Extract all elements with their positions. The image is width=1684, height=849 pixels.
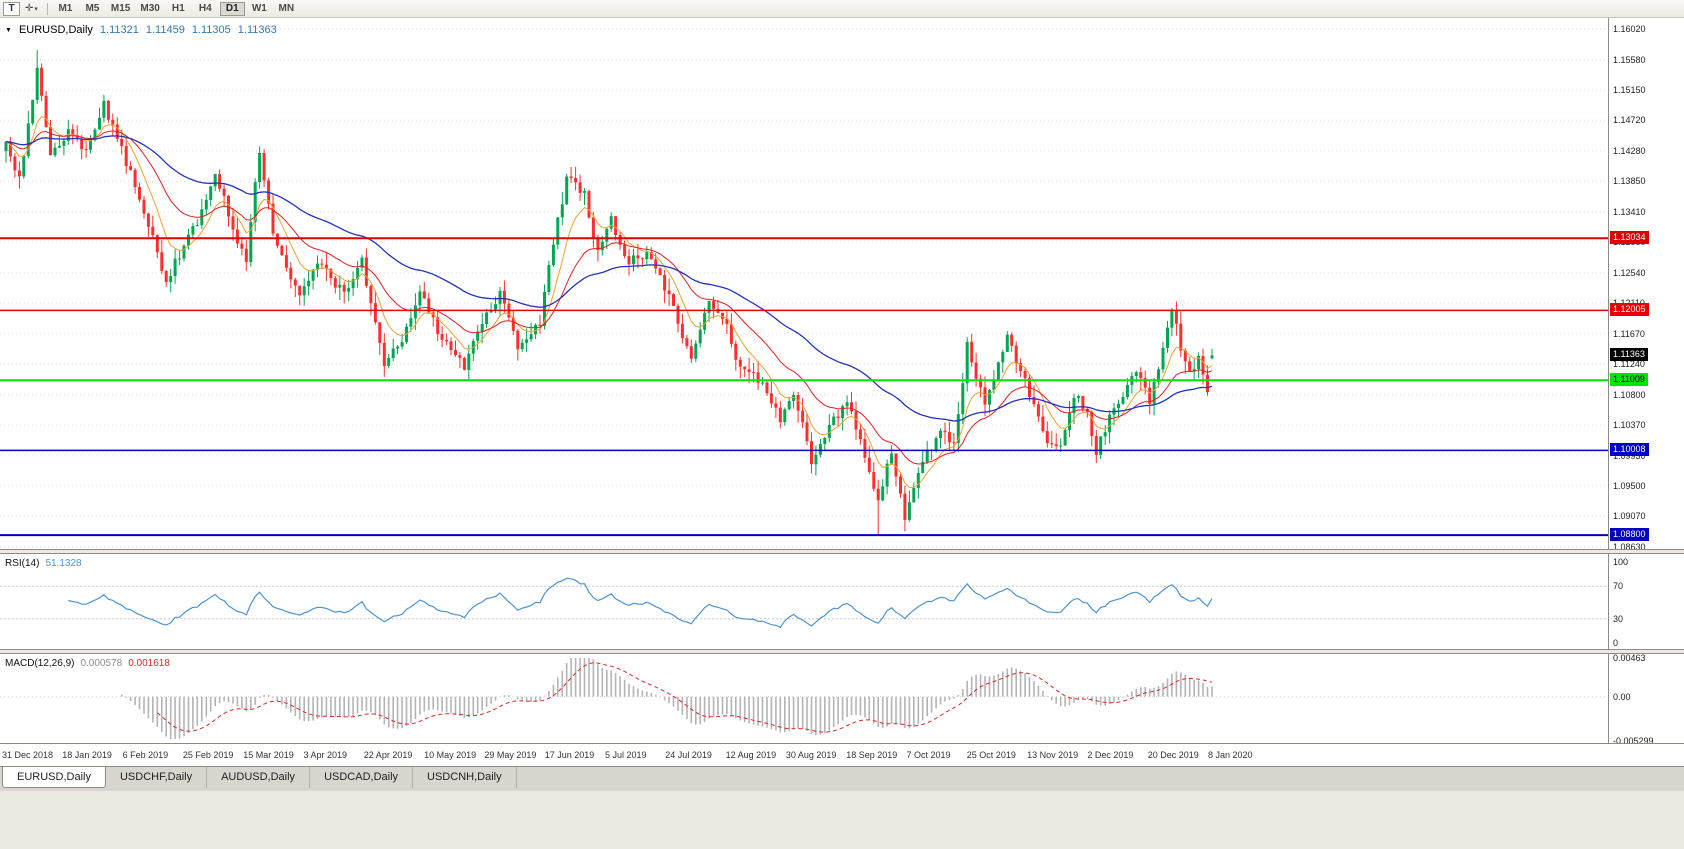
rsi-axis-label: 0 — [1613, 638, 1619, 648]
timeframe-button-m30[interactable]: M30 — [140, 3, 160, 14]
macd-axis-label: 0.00463 — [1613, 653, 1646, 663]
ohlc-high: 1.11459 — [145, 24, 185, 36]
cursor-tool-button[interactable]: ✛ ▾ — [22, 2, 41, 16]
date-axis-label: 6 Feb 2019 — [122, 750, 169, 760]
date-axis-label: 7 Oct 2019 — [906, 750, 951, 760]
price-axis-label: 1.11670 — [1613, 328, 1645, 339]
date-axis-label: 22 Apr 2019 — [363, 750, 413, 760]
hline-price-label: 1.13034 — [1610, 231, 1649, 245]
date-axis-label: 12 Aug 2019 — [725, 750, 777, 760]
date-axis-label: 5 Jul 2019 — [605, 750, 647, 760]
date-axis-label: 15 Mar 2019 — [243, 750, 294, 760]
panel-divider[interactable] — [0, 650, 1684, 653]
timeframe-button-d1[interactable]: D1 — [219, 1, 245, 16]
macd-main-value: 0.000578 — [80, 658, 123, 669]
date-axis-label: 24 Jul 2019 — [665, 750, 712, 760]
hline-price-label: 1.12005 — [1610, 303, 1649, 317]
price-axis-label: 1.10800 — [1613, 389, 1646, 400]
price-axis-label: 1.15580 — [1613, 54, 1646, 65]
date-axis-label: 18 Jan 2019 — [62, 750, 112, 760]
date-axis-label: 31 Dec 2018 — [2, 750, 54, 760]
price-axis-label: 1.15150 — [1613, 84, 1646, 95]
macd-canvas[interactable] — [0, 654, 1608, 744]
date-axis-label: 2 Dec 2019 — [1087, 750, 1134, 760]
hline-price-label: 1.11009 — [1610, 373, 1648, 387]
price-axis-label: 1.14720 — [1613, 115, 1646, 126]
timeframe-button-m5[interactable]: M5 — [85, 3, 100, 14]
hline-price-label: 1.08800 — [1610, 528, 1649, 542]
current-price-label: 1.11363 — [1610, 348, 1648, 362]
price-chart-panel[interactable]: ▼ EURUSD,Daily 1.11321 1.11459 1.11305 1… — [0, 18, 1608, 550]
date-axis-label: 25 Feb 2019 — [182, 750, 234, 760]
date-axis-label: 17 Jun 2019 — [544, 750, 595, 760]
ohlc-close: 1.11363 — [237, 24, 277, 36]
rsi-canvas[interactable] — [0, 554, 1608, 650]
macd-axis[interactable]: 0.00463 0.00 -0.005299 — [1608, 653, 1684, 744]
date-axis-label: 10 May 2019 — [424, 750, 477, 760]
timeframe-button-m1[interactable]: M1 — [58, 3, 73, 14]
macd-name: MACD(12,26,9) — [5, 658, 75, 669]
date-axis-label: 30 Aug 2019 — [785, 750, 837, 760]
chart-tab-audusd[interactable]: AUDUSD,Daily — [207, 767, 311, 788]
symbol-dropdown-icon[interactable]: ▼ — [5, 26, 12, 34]
chevron-down-icon: ▾ — [34, 5, 38, 13]
hline-price-label: 1.10008 — [1610, 443, 1649, 457]
macd-signal-value: 0.001618 — [128, 658, 170, 669]
macd-panel[interactable]: MACD(12,26,9) 0.000578 0.001618 — [0, 653, 1608, 744]
timeframe-button-h1[interactable]: H1 — [171, 3, 185, 14]
rsi-axis-label: 100 — [1613, 557, 1629, 567]
rsi-label: RSI(14) 51.1328 — [5, 558, 82, 569]
price-axis-label: 1.13410 — [1613, 206, 1646, 217]
chart-tab-eurusd[interactable]: EURUSD,Daily — [2, 767, 106, 788]
toolbar-separator — [46, 2, 48, 15]
price-axis-label: 1.16020 — [1613, 24, 1646, 34]
panel-divider[interactable] — [0, 550, 1684, 553]
ohlc-low: 1.11305 — [191, 24, 231, 36]
timeframe-button-w1[interactable]: W1 — [251, 3, 267, 14]
window-background — [0, 791, 1684, 849]
date-axis[interactable]: 31 Dec 2018 18 Jan 2019 6 Feb 2019 25 Feb 2… — [0, 744, 1684, 767]
timeframe-button-mn[interactable]: MN — [278, 3, 295, 14]
chart-tab-usdcad[interactable]: USDCAD,Daily — [310, 767, 414, 788]
timeframe-toolbar: T ✛ ▾ M1 M5 M15 M30 H1 H4 D1 W1 MN — [0, 0, 1684, 18]
price-axis-label: 1.08630 — [1613, 542, 1646, 550]
price-axis-label: 1.13850 — [1613, 176, 1646, 187]
rsi-axis-label: 30 — [1613, 613, 1624, 624]
price-axis-label: 1.10370 — [1613, 420, 1646, 431]
date-axis-label: 25 Oct 2019 — [966, 750, 1016, 760]
date-axis-label: 18 Sep 2019 — [846, 750, 898, 760]
timeframe-button-h4[interactable]: H4 — [198, 3, 212, 14]
timeframe-buttons: M1 M5 M15 M30 H1 H4 D1 W1 MN — [53, 1, 301, 16]
price-axis-label: 1.12110 — [1613, 298, 1645, 308]
price-axis-label: 1.12540 — [1613, 267, 1646, 278]
rsi-axis-label: 70 — [1613, 581, 1624, 592]
chart-header: ▼ EURUSD,Daily 1.11321 1.11459 1.11305 1… — [5, 24, 277, 36]
date-axis-label: 29 May 2019 — [484, 750, 537, 760]
ohlc-open: 1.11321 — [99, 24, 139, 36]
price-axis-label: 1.09500 — [1613, 481, 1646, 492]
date-axis-label: 3 Apr 2019 — [303, 750, 348, 760]
price-axis-label: 1.14280 — [1613, 145, 1646, 156]
text-tool-button[interactable]: T — [3, 1, 20, 16]
crosshair-icon: ✛ — [25, 3, 34, 14]
chart-tab-usdchf[interactable]: USDCHF,Daily — [106, 767, 208, 788]
timeframe-button-m15[interactable]: M15 — [110, 3, 131, 14]
rsi-name: RSI(14) — [5, 558, 40, 569]
chart-tab-usdcnh[interactable]: USDCNH,Daily — [413, 767, 517, 788]
price-axis[interactable]: 1.16020 1.15580 1.15150 1.14720 1.14280 1.138… — [1608, 18, 1684, 550]
chart-symbol-label: EURUSD,Daily — [18, 24, 93, 36]
price-axis-label: 1.11240 — [1613, 359, 1645, 370]
price-axis-label: 1.09070 — [1613, 511, 1646, 522]
date-axis-label: 13 Nov 2019 — [1027, 750, 1079, 760]
macd-axis-label: 0.00 — [1613, 691, 1631, 702]
chart-tabs-bar: EURUSD,Daily USDCHF,Daily AUDUSD,Daily USDC… — [0, 767, 1684, 791]
date-axis-label: 8 Jan 2020 — [1208, 750, 1253, 760]
price-chart-canvas[interactable] — [0, 18, 1608, 550]
macd-axis-label: -0.005299 — [1613, 736, 1654, 744]
macd-label: MACD(12,26,9) 0.000578 0.001618 — [5, 658, 170, 669]
rsi-value: 51.1328 — [45, 558, 82, 569]
rsi-axis[interactable]: 100 70 30 0 — [1608, 553, 1684, 650]
rsi-panel[interactable]: RSI(14) 51.1328 — [0, 553, 1608, 650]
date-axis-label: 20 Dec 2019 — [1147, 750, 1199, 760]
